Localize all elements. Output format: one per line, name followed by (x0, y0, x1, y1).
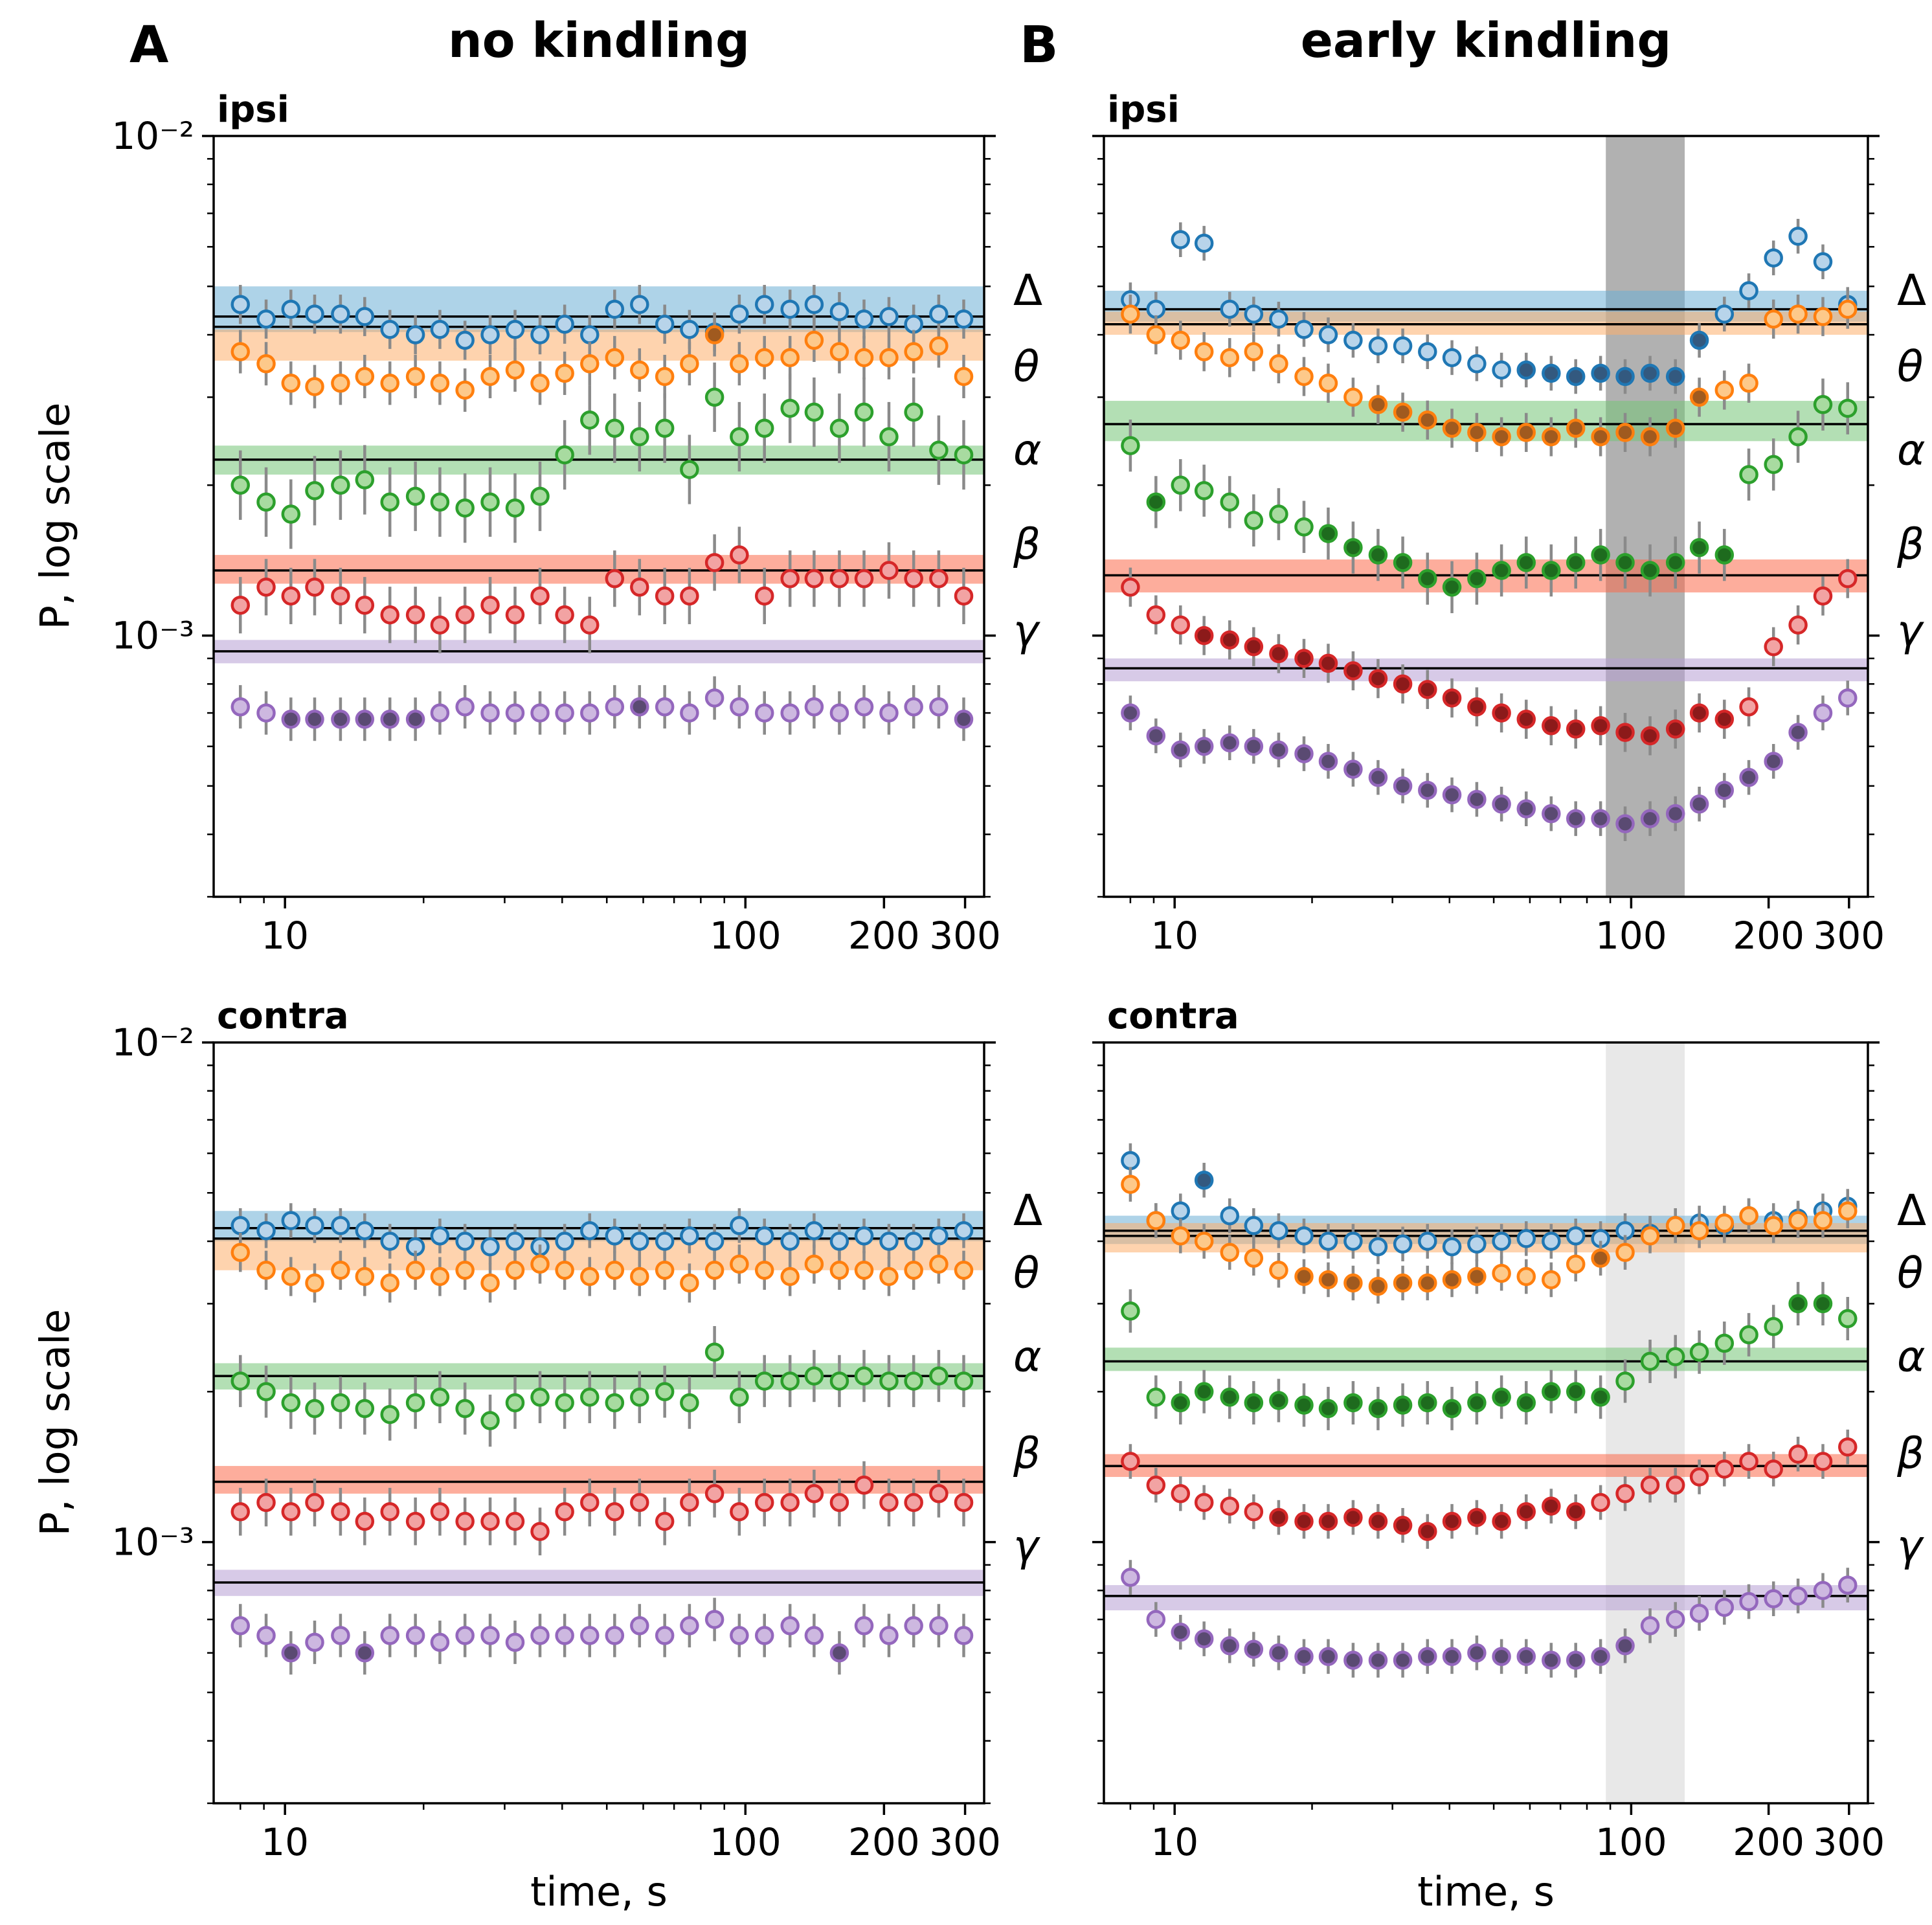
y-axis-label-top: P, log scale (31, 402, 79, 630)
svg-text:γ: γ (1897, 1521, 1924, 1571)
col-title-no-kindling: no kindling (448, 13, 750, 69)
svg-text:10⁻²: 10⁻² (111, 114, 194, 158)
svg-text:200: 200 (848, 1820, 920, 1864)
svg-text:α: α (1013, 425, 1042, 475)
svg-text:10: 10 (261, 914, 309, 958)
svg-text:θ: θ (1013, 342, 1039, 392)
svg-text:ipsi: ipsi (1107, 89, 1180, 131)
svg-text:Δ: Δ (1013, 265, 1042, 315)
svg-text:100: 100 (1595, 914, 1667, 958)
svg-text:10: 10 (1151, 1820, 1198, 1864)
svg-text:100: 100 (1595, 1820, 1667, 1864)
svg-text:Δ: Δ (1897, 265, 1926, 315)
svg-text:θ: θ (1897, 342, 1923, 392)
svg-text:200: 200 (848, 914, 920, 958)
svg-text:10: 10 (261, 1820, 309, 1864)
svg-text:300: 300 (929, 1820, 1001, 1864)
svg-text:θ: θ (1013, 1248, 1039, 1298)
svg-text:300: 300 (1813, 914, 1885, 958)
panel-a-letter: A (129, 16, 169, 74)
x-axis-label-right: time, s (1417, 1868, 1555, 1915)
svg-text:ipsi: ipsi (217, 89, 289, 131)
svg-text:θ: θ (1897, 1248, 1923, 1298)
panel-b-letter: B (1020, 16, 1059, 74)
svg-text:β: β (1013, 519, 1040, 569)
svg-text:100: 100 (710, 1820, 781, 1864)
svg-text:100: 100 (710, 914, 781, 958)
svg-text:Δ: Δ (1013, 1186, 1042, 1235)
svg-text:300: 300 (929, 914, 1001, 958)
svg-text:contra: contra (217, 995, 349, 1037)
svg-text:10: 10 (1151, 914, 1198, 958)
svg-text:10⁻³: 10⁻³ (111, 614, 194, 658)
col-title-early-kindling: early kindling (1300, 13, 1672, 69)
svg-text:300: 300 (1813, 1820, 1885, 1864)
svg-text:10⁻³: 10⁻³ (111, 1520, 194, 1564)
svg-text:α: α (1897, 425, 1926, 475)
svg-text:γ: γ (1013, 1521, 1040, 1571)
svg-text:contra: contra (1107, 995, 1239, 1037)
x-axis-label-left: time, s (530, 1868, 668, 1915)
y-axis-label-bottom: P, log scale (31, 1309, 79, 1537)
svg-text:200: 200 (1733, 914, 1804, 958)
svg-text:γ: γ (1013, 606, 1040, 656)
svg-text:β: β (1896, 519, 1924, 569)
svg-text:β: β (1013, 1429, 1040, 1479)
svg-text:α: α (1897, 1331, 1926, 1381)
svg-text:10⁻²: 10⁻² (111, 1020, 194, 1064)
svg-text:γ: γ (1897, 606, 1924, 656)
svg-text:200: 200 (1733, 1820, 1804, 1864)
svg-text:Δ: Δ (1897, 1186, 1926, 1235)
svg-text:β: β (1896, 1429, 1924, 1479)
svg-text:α: α (1013, 1331, 1042, 1381)
